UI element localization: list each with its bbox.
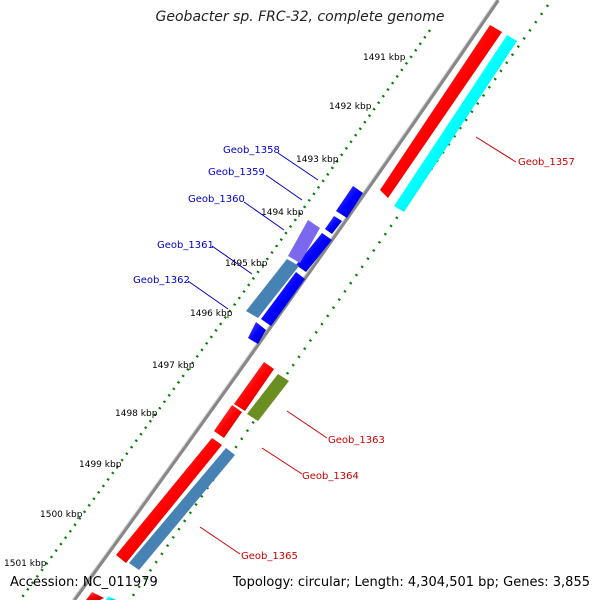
gene-label-geob-1360: Geob_1360 (188, 194, 245, 205)
leader-1361 (211, 245, 253, 275)
kbp-tick-label: 1495 kbp (225, 259, 268, 269)
gene-label-geob-1361: Geob_1361 (157, 240, 214, 251)
gene-geob-1364 (214, 405, 242, 438)
gene-label-geob-1365: Geob_1365 (241, 551, 298, 562)
leader-1359 (265, 174, 303, 201)
gene-label-geob-1363: Geob_1363 (328, 435, 385, 446)
purple-feature (288, 220, 320, 263)
leader-1362 (187, 280, 229, 310)
leader-1363 (286, 410, 328, 439)
gene-geob-1359 (325, 216, 342, 234)
kbp-tick-label: 1497 kbp (152, 361, 195, 371)
gene-geob-1357 (380, 25, 502, 198)
leader-1364 (261, 447, 303, 475)
gene-geob-1358 (336, 186, 363, 218)
bottom-cyan-feature (106, 596, 116, 600)
gene-geob-1360 (296, 233, 332, 272)
kbp-tick-label: 1496 kbp (190, 309, 233, 319)
kbp-tick-label: 1494 kbp (261, 208, 304, 218)
kbp-tick-label: 1498 kbp (115, 409, 158, 419)
kbp-tick-label: 1493 kbp (296, 155, 339, 165)
kbp-tick-label: 1501 kbp (4, 559, 47, 569)
kbp-tick-label: 1492 kbp (329, 102, 372, 112)
cyan-feature-1357 (394, 35, 517, 212)
leader-1360 (243, 201, 285, 231)
leader-1365 (199, 526, 241, 555)
leader-1357 (475, 136, 517, 163)
gene-label-geob-1364: Geob_1364 (302, 471, 359, 482)
gene-geob-1363-red (234, 362, 274, 411)
steelblue-feature-1361 (246, 259, 299, 318)
kbp-tick-label: 1499 kbp (79, 460, 122, 470)
map-title: Geobacter sp. FRC-32, complete genome (155, 9, 445, 25)
olive-feature-1363 (247, 374, 289, 421)
topology-label: Topology: circular; Length: 4,304,501 bp… (232, 575, 590, 590)
gene-label-geob-1357: Geob_1357 (518, 157, 575, 168)
gene-geob-1361 (261, 272, 305, 326)
kbp-tick-label: 1500 kbp (40, 510, 83, 520)
leader-1358 (277, 152, 319, 181)
steelblue-feature-1365 (129, 448, 235, 570)
kbp-tick-label: 1491 kbp (363, 53, 406, 63)
bottom-red-feature (86, 592, 104, 600)
gene-label-geob-1362: Geob_1362 (133, 275, 190, 286)
gene-label-geob-1359: Geob_1359 (208, 167, 265, 178)
gene-geob-1365 (116, 438, 222, 563)
outer-tick-line (128, 4, 550, 600)
gene-geob-1362 (248, 322, 266, 344)
accession-label: Accession: NC_011979 (10, 575, 158, 590)
gene-label-geob-1358: Geob_1358 (223, 145, 280, 156)
